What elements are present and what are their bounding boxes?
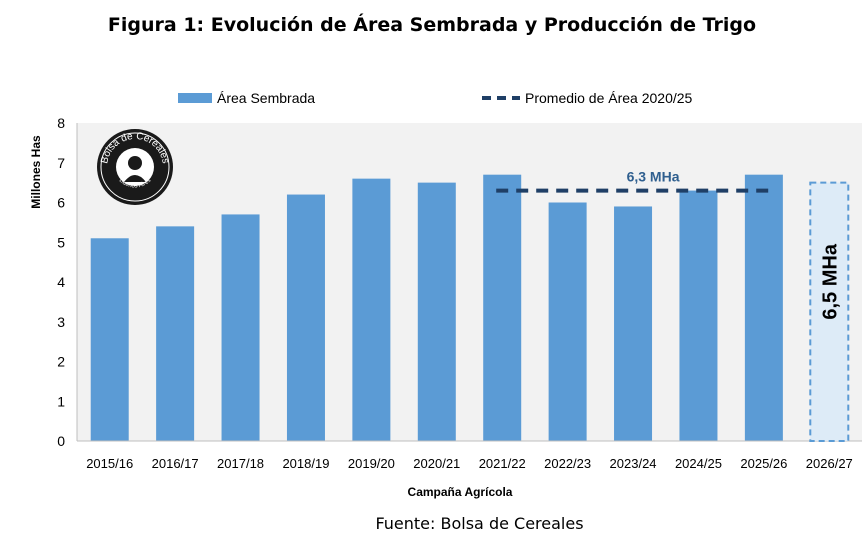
legend: Área Sembrada Promedio de Área 2020/25 [178,90,693,106]
x-tick-label: 2018/19 [282,456,329,471]
y-tick-label: 0 [57,433,65,449]
source-note: Fuente: Bolsa de Cereales [375,514,584,533]
bar-2021-22 [483,174,522,442]
x-tick-label: 2020/21 [413,456,460,471]
x-tick-label: 2022/23 [544,456,591,471]
y-tick-label: 3 [57,314,65,330]
x-tick-label: 2021/22 [479,456,526,471]
bar-2019-20 [352,178,391,441]
legend-label-average: Promedio de Área 2020/25 [525,90,693,106]
x-tick-label: 2026/27 [806,456,853,471]
bar-2017-18 [221,214,260,441]
x-tick-label: 2024/25 [675,456,722,471]
projection-label: 6,5 MHa [819,243,841,319]
bar-2022-23 [548,202,587,441]
legend-swatch-area [178,93,212,103]
bar-2018-19 [286,194,325,441]
y-tick-label: 4 [57,274,65,290]
bar-2023-24 [614,206,653,441]
x-axis-title: Campaña Agrícola [408,485,513,499]
bar-2025-26 [744,174,783,442]
legend-label-area: Área Sembrada [217,90,315,106]
x-tick-label: 2025/26 [740,456,787,471]
x-tick-label: 2019/20 [348,456,395,471]
bar-2024-25 [679,190,718,441]
bars [90,174,783,442]
bolsa-de-cereales-logo: Bolsa de Cereales Buenos Aires [97,129,173,205]
x-tick-label: 2017/18 [217,456,264,471]
y-axis-title: Millones Has [29,135,43,209]
y-tick-label: 2 [57,354,65,370]
x-tick-label: 2023/24 [610,456,657,471]
y-tick-label: 1 [57,393,65,409]
bar-2020-21 [417,182,456,441]
y-axis: 0 1 2 3 4 5 6 7 8 [57,115,78,449]
y-tick-label: 7 [57,155,65,171]
logo-portrait-icon [128,156,142,170]
x-tick-label: 2016/17 [152,456,199,471]
y-tick-label: 6 [57,195,65,211]
svg-text:Buenos Aires: Buenos Aires [118,178,153,190]
y-tick-label: 5 [57,234,65,250]
y-tick-label: 8 [57,115,65,131]
bar-2016-17 [156,226,195,441]
chart-title: Figura 1: Evolución de Área Sembrada y P… [107,14,757,36]
projection-bar [809,181,850,442]
logo-text-bottom: Buenos Aires [118,178,153,190]
x-axis: 2015/16 2016/17 2017/18 2018/19 2019/20 2020/… [77,440,862,471]
x-tick-label: 2015/16 [86,456,133,471]
plot-area [77,123,862,441]
bar-2015-16 [90,238,129,441]
average-label: 6,3 MHa [627,169,680,185]
